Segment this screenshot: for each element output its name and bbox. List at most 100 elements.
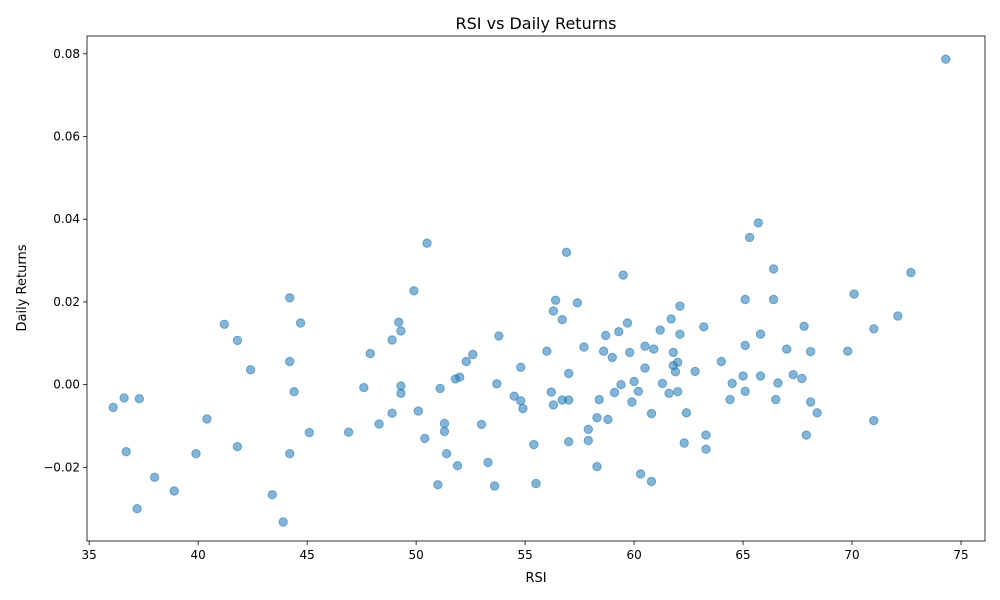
data-point [285,293,295,303]
x-tick-label: 35 [82,548,97,562]
data-point [219,319,230,329]
data-point [679,438,689,448]
data-point [583,435,593,446]
plot-frame [86,35,986,542]
data-point [531,478,541,489]
y-tick-label: 0.06 [53,130,80,144]
data-point [468,349,478,360]
data-point [295,318,306,328]
data-point [701,444,711,454]
data-point [812,408,822,418]
data-point [805,346,816,357]
data-point [561,247,572,258]
data-point [603,414,613,425]
y-tick-label: 0.00 [53,378,80,392]
data-point [655,325,665,335]
data-point [906,267,916,278]
data-point [572,298,583,308]
data-point [557,315,567,325]
data-point [546,387,556,397]
data-point [548,400,559,410]
data-point [616,380,626,390]
y-tick-label: 0.08 [53,47,80,61]
data-point [232,442,243,452]
data-point [666,314,676,324]
data-point [529,439,539,450]
y-tick-label: 0.02 [53,295,80,309]
y-axis-ticks: −0.02 0.00 0.02 0.04 0.06 0.08 [43,47,87,474]
data-point [387,408,397,418]
data-point [701,430,711,440]
data-point [289,387,299,397]
data-point [494,331,504,341]
data-point [394,317,404,327]
data-point [625,347,635,358]
data-point [622,318,633,328]
data-point [285,356,295,367]
data-point [725,394,735,405]
data-point [771,394,781,405]
data-point [476,419,487,430]
data-point [592,461,602,472]
data-point [374,419,384,429]
data-point [579,342,589,352]
data-point [492,379,502,389]
data-point [869,415,879,426]
data-point [439,418,450,429]
data-point [675,329,685,339]
data-point [869,324,879,334]
data-point [633,386,644,396]
data-point [768,294,779,305]
data-point [509,391,519,401]
data-point [413,406,423,416]
data-point [149,472,160,482]
data-point [941,54,951,64]
data-point [365,348,375,359]
data-point [387,335,397,345]
data-point [635,469,646,479]
data-point [409,286,419,296]
data-point [592,413,602,423]
data-point [609,387,620,398]
data-point [594,394,604,405]
data-point [441,449,452,459]
x-tick-label: 50 [408,548,423,562]
data-point [618,270,628,280]
data-point [673,387,683,397]
data-point [646,408,657,419]
x-tick-label: 40 [191,548,206,562]
data-point [740,386,750,396]
x-tick-label: 45 [300,548,315,562]
data-point [773,378,783,388]
data-point [516,362,526,372]
data-point [232,335,243,346]
data-point [768,264,779,274]
data-point [681,408,692,418]
data-point [627,397,637,407]
data-point [396,326,406,336]
data-point [422,238,432,248]
data-point [699,322,709,332]
data-point [119,393,129,403]
data-point [755,329,766,339]
data-point [598,346,609,356]
data-point [461,356,471,367]
x-axis-label: RSI [525,571,546,586]
data-point [108,402,118,413]
data-point [132,504,142,514]
data-point [516,396,526,406]
data-point [607,352,617,363]
data-point [564,395,574,405]
data-point [433,480,443,490]
data-point [629,376,639,387]
data-point [788,370,798,380]
data-point [548,306,559,316]
data-point [646,476,657,487]
data-point [673,357,683,367]
x-tick-label: 75 [953,548,968,562]
data-point [690,366,700,377]
x-tick-label: 55 [517,548,532,562]
data-point [893,311,903,321]
